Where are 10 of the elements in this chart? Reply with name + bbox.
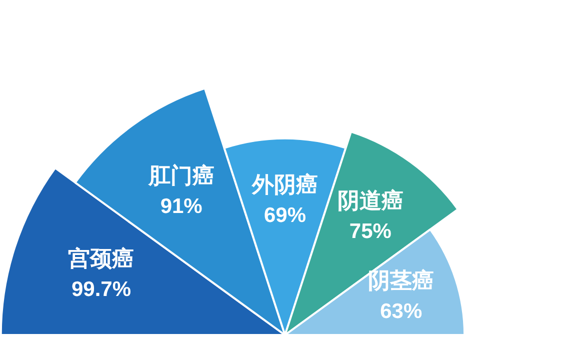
data-label: 75% [349,220,392,244]
category-label: 外阴癌 [251,172,318,198]
data-label: 99.7% [71,278,132,302]
data-label: 69% [264,204,306,228]
category-label: 阴道癌 [337,188,404,214]
data-label: 91% [160,195,203,218]
category-label: 阴茎癌 [368,268,434,294]
category-label: 肛门癌 [147,163,214,190]
category-label: 宫颈癌 [68,246,134,272]
data-label: 63% [380,300,422,324]
